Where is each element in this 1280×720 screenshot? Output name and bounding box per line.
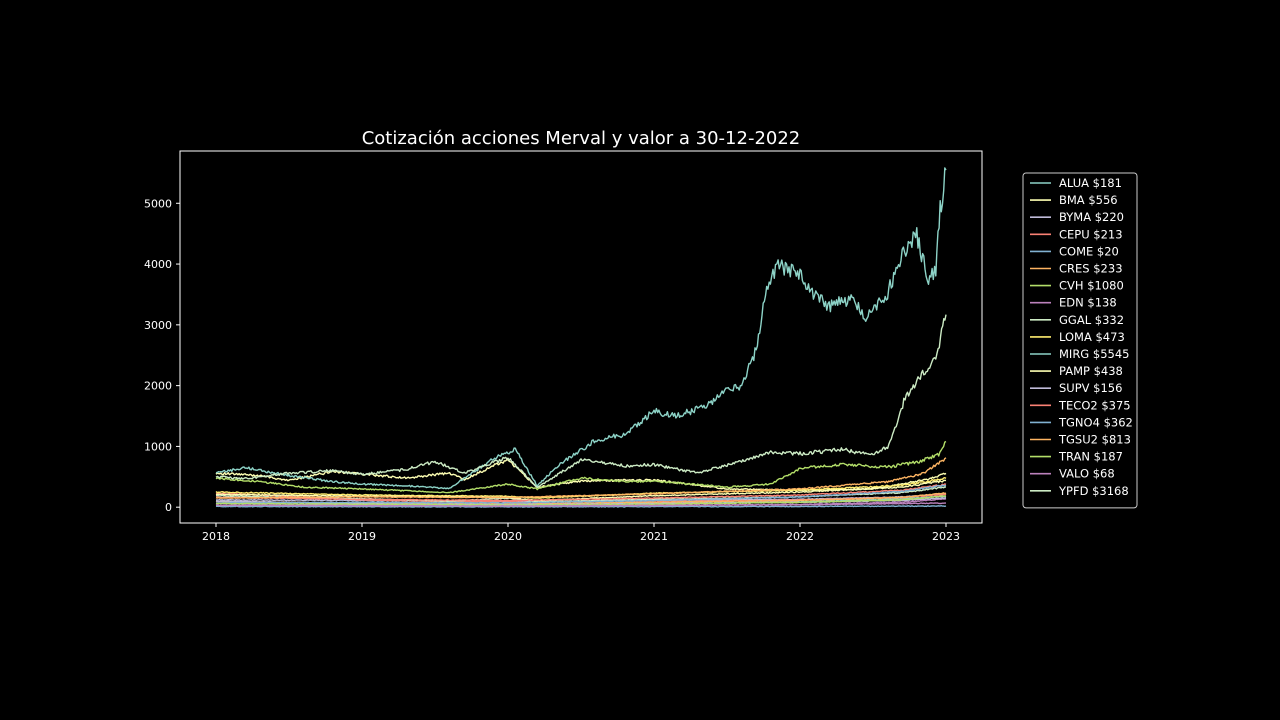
- series-line-18: [215, 314, 947, 489]
- x-tick-label: 2021: [640, 530, 668, 543]
- ticks-layer: 2018 2019 2020 2021 2022 2023 0 1000 2000 3000 400…: [144, 197, 960, 543]
- y-tick-label: 5000: [144, 197, 172, 210]
- series-line-6: [215, 440, 947, 494]
- legend-label: TECO2 $375: [1058, 398, 1131, 412]
- y-tick-label: 0: [165, 501, 172, 514]
- legend-label: PAMP $438: [1059, 364, 1123, 378]
- series-line-4: [215, 504, 947, 508]
- chart-title: Cotización acciones Merval y valor a 30-…: [362, 128, 801, 149]
- legend-label: TGSU2 $813: [1058, 433, 1131, 447]
- series-layer: [215, 167, 947, 508]
- x-tick-label: 2020: [494, 530, 522, 543]
- x-tick-label: 2022: [786, 530, 814, 543]
- legend-box: [1022, 172, 1138, 509]
- legend-label: CRES $233: [1059, 262, 1123, 276]
- x-tick-label: 2018: [202, 530, 230, 543]
- series-line-14: [215, 484, 947, 504]
- legend-label: EDN $138: [1059, 296, 1117, 310]
- y-tick-label: 1000: [144, 440, 172, 453]
- legend-label: SUPV $156: [1059, 381, 1122, 395]
- legend-label: YPFD $3168: [1058, 484, 1129, 498]
- series-line-17: [215, 502, 946, 507]
- legend-label: BMA $556: [1059, 193, 1118, 207]
- series-line-10: [215, 167, 947, 490]
- legend-label: TRAN $187: [1058, 450, 1123, 464]
- legend-label: COME $20: [1059, 244, 1119, 258]
- legend-label: MIRG $5545: [1059, 347, 1129, 361]
- plot-frame: [179, 150, 983, 524]
- legend-label: VALO $68: [1059, 467, 1115, 481]
- series-line-15: [215, 457, 947, 499]
- y-tick-label: 2000: [144, 380, 172, 393]
- legend-label: BYMA $220: [1059, 210, 1124, 224]
- legend-label: LOMA $473: [1059, 330, 1125, 344]
- legend-label: GGAL $332: [1059, 313, 1124, 327]
- legend: ALUA $181 BMA $556 BYMA $220 CEPU $213 COME …: [1022, 172, 1138, 509]
- legend-label: ALUA $181: [1059, 176, 1122, 190]
- legend-label: CVH $1080: [1059, 279, 1124, 293]
- x-tick-label: 2023: [932, 530, 960, 543]
- x-tick-label: 2019: [348, 530, 376, 543]
- y-tick-label: 3000: [144, 319, 172, 332]
- series-line-13: [216, 483, 947, 502]
- legend-label: TGNO4 $362: [1058, 415, 1133, 429]
- legend-label: CEPU $213: [1059, 227, 1123, 241]
- y-tick-label: 4000: [144, 258, 172, 271]
